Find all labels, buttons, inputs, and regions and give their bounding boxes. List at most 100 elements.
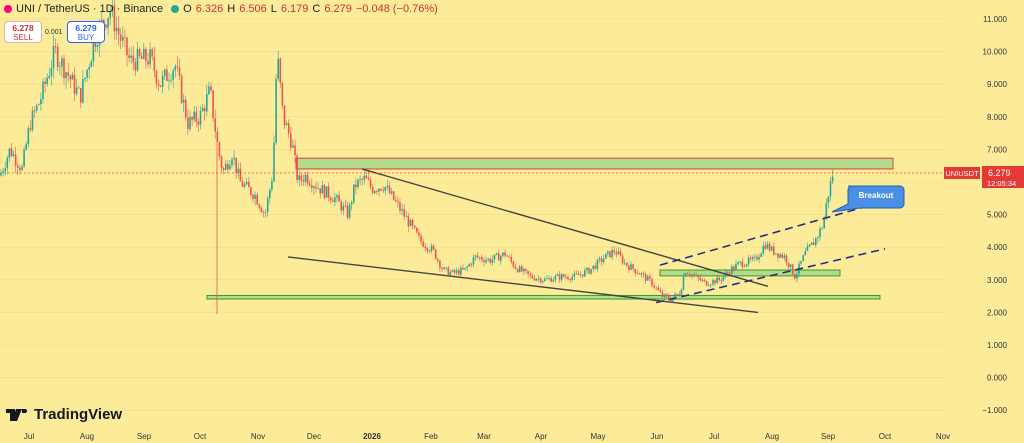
candle-body (758, 256, 760, 260)
candle-body (443, 267, 445, 270)
candle-body (655, 287, 657, 289)
candle-body (317, 188, 319, 190)
price-tick-label: 1.000 (987, 341, 1008, 350)
candle-body (537, 278, 540, 280)
candle-body (266, 198, 269, 212)
candle-body (84, 77, 86, 80)
candle-body (348, 204, 351, 218)
candle-body (600, 258, 603, 262)
candle-body (617, 251, 620, 255)
candle-body (441, 267, 443, 270)
candle-body (812, 242, 815, 245)
candle-body (594, 265, 597, 269)
candle-body (422, 241, 424, 247)
symbol-title[interactable]: UNI / TetherUS · 1D · Binance (16, 3, 164, 15)
channel-upper (659, 204, 873, 266)
candle-body (86, 69, 88, 78)
time-axis[interactable]: Jul Aug Sep Oct Nov Dec 2026 Feb Mar Apr May Jun Jul… (24, 432, 950, 441)
price-tick-label: 5.000 (987, 211, 1008, 220)
low-value: 6.179 (280, 3, 309, 15)
candle-body (48, 75, 51, 79)
candle-body (182, 99, 185, 103)
candle-body (802, 255, 804, 262)
candle-body (434, 249, 437, 259)
candle-body (229, 164, 231, 170)
candle-body (544, 278, 546, 282)
price-axis[interactable]: 11.00010.0009.0008.0007.0006.0005.0004.0… (982, 15, 1007, 415)
candle-body (241, 181, 244, 187)
candle-body (300, 175, 303, 181)
candle-body (279, 58, 282, 83)
candle-body (23, 149, 25, 167)
candle-body (262, 212, 265, 213)
candle-body (218, 142, 221, 157)
candle-body (147, 61, 149, 65)
price-tick-label: 9.000 (987, 80, 1008, 89)
open-value: 6.326 (195, 3, 224, 15)
candle-body (315, 186, 317, 189)
candle-body (500, 255, 502, 261)
candle-body (271, 181, 273, 190)
candle-body (27, 128, 30, 145)
candle-body (269, 189, 271, 199)
time-tick-label: Aug (765, 432, 779, 441)
candle-body (701, 279, 704, 281)
sell-button[interactable]: 6.278 SELL (4, 21, 42, 43)
candle-body (653, 285, 655, 288)
buy-button[interactable]: 6.279 BUY (67, 21, 105, 43)
candle-body (302, 180, 305, 182)
candle-body (495, 253, 498, 255)
candle-body (353, 184, 355, 203)
close-label: C (312, 3, 321, 15)
candle-body (287, 123, 290, 134)
candle-body (134, 62, 137, 71)
candle-body (569, 279, 571, 280)
candle-body (747, 257, 750, 265)
candle-body (474, 255, 477, 258)
candle-body (332, 200, 334, 203)
candle-body (191, 117, 193, 120)
candle-body (208, 86, 210, 95)
candle-body (481, 257, 483, 261)
candle-body (294, 145, 296, 156)
candle-body (378, 188, 380, 192)
candle-body (487, 258, 489, 261)
candle-body (439, 260, 441, 268)
candle-body (143, 48, 145, 59)
candle-body (451, 270, 454, 272)
candle-body (136, 49, 139, 71)
open-label: O (183, 3, 192, 15)
candle-body (676, 293, 678, 295)
candle-body (455, 270, 458, 273)
candle-body (542, 281, 544, 283)
candle-body (787, 262, 790, 268)
candle-body (369, 179, 372, 187)
candle-body (220, 156, 223, 169)
candle-body (319, 188, 321, 194)
time-tick-label: Nov (936, 432, 950, 441)
candle-body (46, 78, 48, 84)
candle-body (764, 245, 767, 249)
candle-body (808, 244, 811, 247)
candle-body (523, 268, 525, 272)
candle-body (90, 61, 93, 68)
candle-body (327, 186, 330, 198)
candle-body (756, 256, 758, 260)
tradingview-logo[interactable]: TradingView (6, 406, 122, 423)
channel-lower (655, 248, 886, 304)
candle-body (119, 34, 122, 41)
candle-body (703, 279, 706, 281)
candle-body (195, 111, 198, 122)
candle-body (741, 261, 744, 267)
candle-body (107, 17, 109, 28)
candle-body (416, 227, 418, 233)
candle-body (187, 117, 189, 129)
candle-body (73, 74, 76, 94)
candle-body (222, 168, 225, 170)
candle-body (497, 253, 500, 261)
candle-body (61, 58, 63, 67)
candle-body (243, 184, 246, 187)
candle-body (124, 37, 126, 38)
high-value: 6.506 (239, 3, 267, 15)
